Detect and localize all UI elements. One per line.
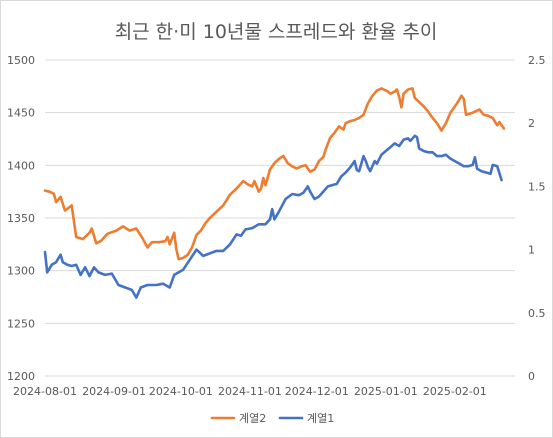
y-right-tick-label: 2 bbox=[528, 117, 535, 130]
y-right-tick-label: 2.5 bbox=[528, 54, 546, 67]
series-lines bbox=[43, 87, 506, 299]
y-left-tick-label: 1500 bbox=[7, 54, 35, 67]
legend-label-2: 계열1 bbox=[307, 412, 334, 425]
y-axis-right-labels: 0 0.5 1 1.5 2 2.5 bbox=[528, 54, 546, 383]
y-left-tick-label: 1350 bbox=[7, 212, 35, 225]
y-left-tick-label: 1450 bbox=[7, 107, 35, 120]
y-left-tick-label: 1300 bbox=[7, 265, 35, 278]
y-axis-left-labels: 1200 1250 1300 1350 1400 1450 1500 bbox=[7, 54, 35, 383]
x-tick-label: 2024-08-01 bbox=[13, 385, 77, 398]
y-right-tick-label: 0 bbox=[528, 370, 535, 383]
series-line-1 bbox=[43, 87, 506, 261]
y-left-tick-label: 1250 bbox=[7, 317, 35, 330]
x-axis-labels: 2024-08-01 2024-09-01 2024-10-01 2024-11-01… bbox=[13, 385, 487, 398]
x-tick-label: 2024-11-01 bbox=[218, 385, 282, 398]
y-left-tick-label: 1400 bbox=[7, 159, 35, 172]
x-tick-label: 2024-10-01 bbox=[149, 385, 213, 398]
x-tick-label: 2024-12-01 bbox=[285, 385, 349, 398]
y-left-tick-label: 1200 bbox=[7, 370, 35, 383]
y-right-tick-label: 0.5 bbox=[528, 307, 546, 320]
x-tick-label: 2025-02-01 bbox=[423, 385, 487, 398]
x-tick-label: 2024-09-01 bbox=[82, 385, 146, 398]
y-right-tick-label: 1 bbox=[528, 244, 535, 257]
chart-title: 최근 한·미 10년물 스프레드와 환율 추이 bbox=[115, 21, 438, 43]
legend-label-1: 계열2 bbox=[239, 412, 266, 425]
gridlines bbox=[45, 59, 515, 377]
y-right-tick-label: 1.5 bbox=[528, 180, 546, 193]
legend: 계열2 계열1 bbox=[210, 412, 334, 425]
series-line-2 bbox=[43, 134, 503, 299]
x-tick-label: 2025-01-01 bbox=[354, 385, 418, 398]
